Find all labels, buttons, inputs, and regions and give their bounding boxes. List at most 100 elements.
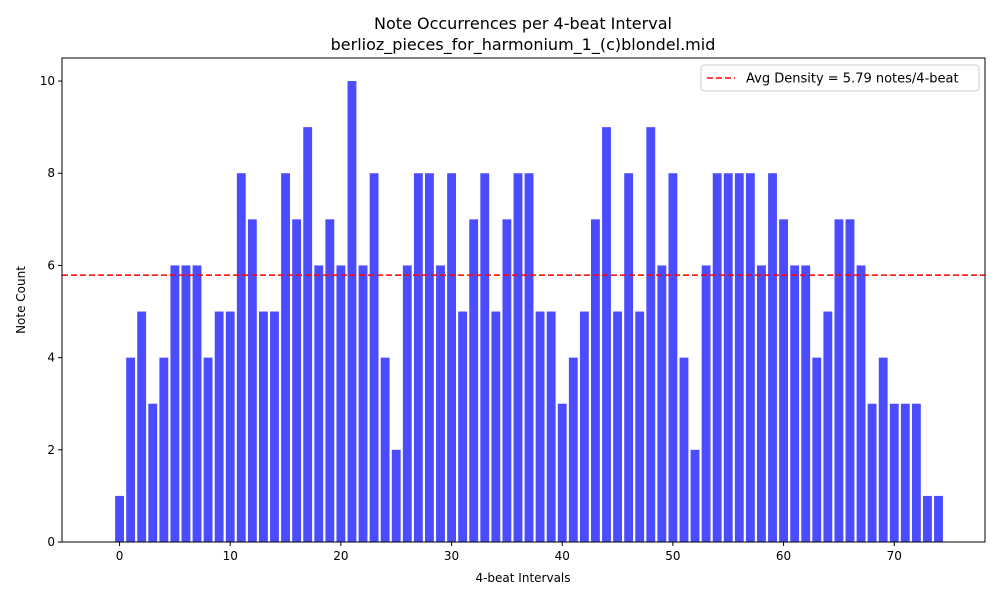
bar: [657, 265, 667, 542]
bar: [568, 357, 578, 542]
bar: [900, 403, 910, 542]
bar: [314, 265, 324, 542]
bar: [878, 357, 888, 542]
bar: [115, 495, 124, 542]
bar: [812, 357, 822, 542]
bar: [535, 311, 545, 542]
bar: [425, 173, 434, 542]
bar: [247, 219, 257, 543]
x-tick-label: 0: [116, 549, 124, 563]
bar: [712, 173, 722, 542]
bar: [524, 173, 534, 542]
bar: [757, 265, 766, 542]
bar: [679, 357, 689, 542]
bar: [325, 219, 335, 543]
x-tick-label: 20: [333, 549, 348, 563]
bar: [602, 127, 611, 543]
y-tick-label: 6: [47, 258, 55, 272]
bar: [214, 311, 224, 542]
bar: [513, 173, 523, 542]
bar: [347, 81, 357, 543]
x-axis-label: 4-beat Intervals: [475, 571, 570, 585]
bar: [745, 173, 755, 542]
bar: [701, 265, 711, 542]
bar: [281, 173, 290, 542]
bar: [834, 219, 844, 543]
bar: [624, 173, 634, 542]
bar: [181, 265, 191, 542]
bar: [480, 173, 490, 542]
bar: [380, 357, 390, 542]
bar: [413, 173, 423, 542]
bar: [934, 495, 943, 542]
bar: [923, 495, 932, 542]
bar: [613, 311, 622, 542]
bar: [336, 265, 346, 542]
bar: [292, 219, 302, 543]
bar: [823, 311, 833, 542]
y-tick-label: 4: [47, 351, 55, 365]
bar: [469, 219, 479, 543]
bar: [591, 219, 600, 543]
bar: [579, 311, 589, 542]
bar: [447, 173, 456, 542]
legend: Avg Density = 5.79 notes/4-beat: [700, 64, 980, 92]
legend-box: [700, 64, 980, 92]
y-axis-ticks: 0 2 4 6 8 10: [40, 74, 62, 549]
bar: [391, 449, 401, 542]
bar: [635, 311, 645, 542]
bar: [192, 265, 202, 542]
bar: [690, 449, 700, 542]
chart-subtitle: berlioz_pieces_for_harmonium_1_(c)blonde…: [331, 35, 716, 55]
bar: [159, 357, 169, 542]
legend-label: Avg Density = 5.79 notes/4-beat: [746, 72, 959, 87]
bar: [170, 265, 180, 542]
bar: [148, 403, 158, 542]
bar: [668, 173, 678, 542]
bar: [137, 311, 147, 542]
bar: [458, 311, 468, 542]
bar: [491, 311, 501, 542]
bar: [402, 265, 412, 542]
bar: [889, 403, 899, 542]
x-tick-label: 60: [776, 549, 791, 563]
bar: [369, 173, 379, 542]
bar: [225, 311, 235, 542]
plot-frame: [61, 57, 986, 543]
y-tick-label: 8: [47, 166, 55, 180]
bar: [126, 357, 136, 542]
bar: [436, 265, 445, 542]
y-tick-label: 2: [47, 443, 55, 457]
x-tick-label: 40: [555, 549, 570, 563]
y-tick-label: 0: [47, 535, 55, 549]
x-tick-label: 10: [223, 549, 238, 563]
bar: [557, 403, 567, 542]
bar: [258, 311, 268, 542]
x-tick-label: 70: [887, 549, 902, 563]
bar-series: [115, 81, 943, 543]
chart-title: Note Occurrences per 4-beat Interval: [374, 14, 672, 33]
bar: [911, 403, 921, 542]
bar: [723, 173, 733, 542]
bar: [768, 173, 777, 542]
bar: [502, 219, 512, 543]
y-axis-label: Note Count: [14, 266, 28, 334]
bar: [358, 265, 368, 542]
bar: [790, 265, 800, 542]
bar: [734, 173, 744, 542]
x-axis-ticks: 0 10 20 30 40 50 60 70: [116, 542, 902, 563]
bar: [270, 311, 279, 542]
bar: [303, 127, 313, 543]
bar: [203, 357, 213, 542]
x-tick-label: 30: [444, 549, 459, 563]
bar: [236, 173, 246, 542]
bar: [779, 219, 789, 543]
bar: [801, 265, 811, 542]
bar: [546, 311, 556, 542]
bar: [646, 127, 656, 543]
bar: [856, 265, 866, 542]
y-tick-label: 10: [40, 74, 55, 88]
bar: [845, 219, 855, 543]
bar: [867, 403, 877, 542]
